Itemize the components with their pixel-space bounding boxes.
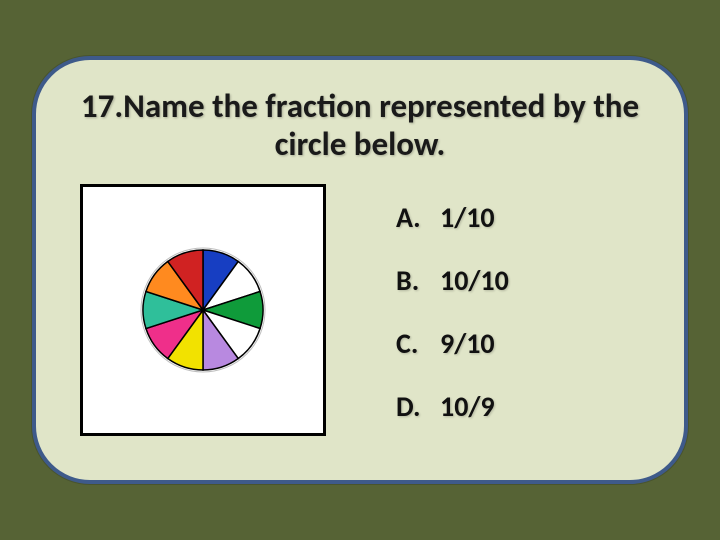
- content-row: A. 1/10 B. 10/10 C. 9/10 D. 10/9: [72, 182, 648, 436]
- question-card: 17.Name the fraction represented by the …: [32, 56, 688, 484]
- option-b[interactable]: B. 10/10: [396, 263, 509, 298]
- pie-chart: [140, 247, 266, 373]
- option-value: 9/10: [440, 326, 495, 361]
- option-letter: B.: [396, 263, 440, 298]
- option-value: 10/9: [440, 389, 495, 424]
- question-number: 17.: [81, 86, 123, 126]
- option-value: 1/10: [440, 200, 495, 235]
- option-letter: D.: [396, 389, 440, 424]
- options-list: A. 1/10 B. 10/10 C. 9/10 D. 10/9: [396, 182, 509, 424]
- option-value: 10/10: [440, 263, 509, 298]
- question-body: Name the fraction represented by the cir…: [123, 86, 639, 164]
- question-text: 17.Name the fraction represented by the …: [72, 88, 648, 164]
- option-letter: C.: [396, 326, 440, 361]
- option-d[interactable]: D. 10/9: [396, 389, 509, 424]
- option-c[interactable]: C. 9/10: [396, 326, 509, 361]
- image-frame: [80, 184, 326, 436]
- option-letter: A.: [396, 200, 440, 235]
- option-a[interactable]: A. 1/10: [396, 200, 509, 235]
